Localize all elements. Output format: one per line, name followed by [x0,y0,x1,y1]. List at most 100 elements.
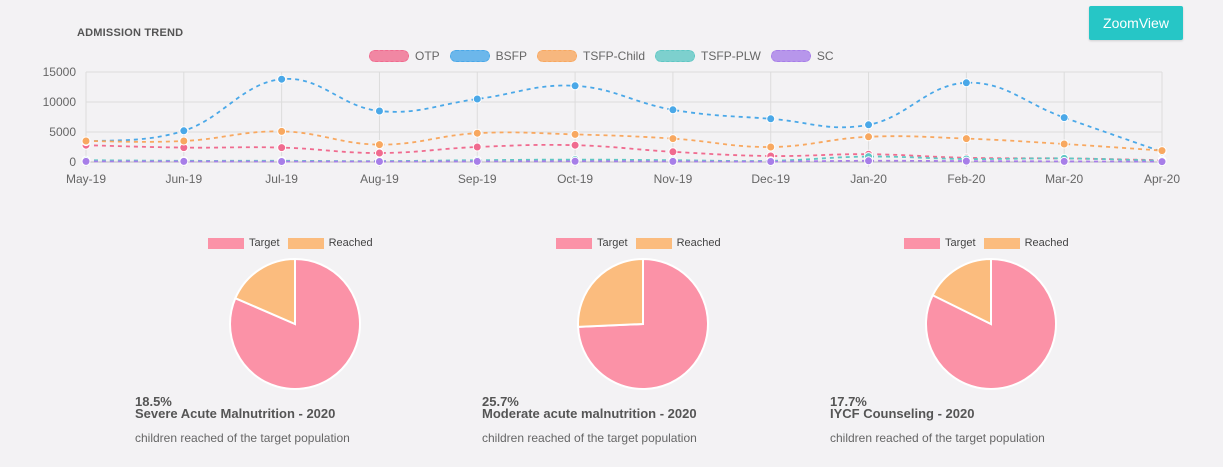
pie-legend-item-reached[interactable]: Reached [635,237,721,249]
legend-swatch [655,50,696,62]
pie-legend-item-target[interactable]: Target [556,237,628,249]
admission-trend-chart: 0 5000 10000 15000 May-19 Jun-19 Jul-19 Aug-19 S… [43,65,1181,186]
pie-title: Severe Acute Malnutrition - 2020 [135,406,336,421]
data-point-otp[interactable] [570,140,580,150]
legend-label: Target [597,237,628,249]
data-point-tsfp-child[interactable] [277,126,287,136]
legend-swatch [208,237,244,249]
pie-chart [577,257,709,390]
legend-label: BSFP [495,49,528,63]
section-title: ADMISSION TREND [77,27,184,39]
pie-subtitle: children reached of the target populatio… [830,431,1045,445]
legend-label: SC [816,49,834,63]
x-tick-label: Jun-19 [165,172,202,186]
pie-slice-reached[interactable] [931,257,992,326]
data-point-tsfp-child[interactable] [81,136,91,146]
data-point-bsfp[interactable] [277,74,287,84]
pie-title: IYCF Counseling - 2020 [830,406,975,421]
legend-swatch [556,237,592,249]
data-point-sc[interactable] [277,157,287,167]
x-tick-label: Dec-19 [751,172,790,186]
legend-label: Reached [1024,237,1069,249]
data-point-sc[interactable] [668,156,678,166]
legend-item-sc[interactable]: SC [770,49,834,63]
data-point-tsfp-child[interactable] [1059,139,1069,149]
data-point-tsfp-child[interactable] [766,142,776,152]
pie-slice-reached[interactable] [577,257,644,328]
data-point-bsfp[interactable] [472,94,482,104]
pie-legend-item-target[interactable]: Target [208,237,280,249]
legend-swatch [369,50,409,62]
legend-label: TSFP-Child [583,49,646,63]
data-point-sc[interactable] [179,156,189,166]
data-point-sc[interactable] [766,157,776,167]
data-point-tsfp-child[interactable] [374,140,384,150]
x-tick-label: Jan-20 [850,172,887,186]
series-line-otp [85,143,1163,162]
pie-chart [925,257,1057,390]
pie-percent: 17.7% [830,394,867,409]
data-point-tsfp-child[interactable] [179,136,189,146]
y-tick-label: 5000 [49,125,76,139]
pie-slice-target[interactable] [229,257,361,390]
pie-percent: 25.7% [482,394,519,409]
data-point-sc[interactable] [1157,157,1167,167]
data-point-sc[interactable] [374,157,384,167]
data-point-sc[interactable] [570,156,580,166]
data-point-sc[interactable] [1059,156,1069,166]
legend-item-bsfp[interactable]: BSFP [449,49,528,63]
pie-legend: Target Reached [208,236,381,250]
data-point-otp[interactable] [668,147,678,157]
pie-legend-item-reached[interactable]: Reached [287,237,373,249]
pie-legend: Target Reached [556,236,729,250]
legend-swatch [537,50,578,62]
pie-slice-reached[interactable] [234,257,296,326]
data-point-sc[interactable] [472,156,482,166]
legend-label: Reached [676,237,721,249]
data-point-tsfp-child[interactable] [1157,146,1167,156]
data-point-bsfp[interactable] [1059,113,1069,123]
legend-swatch [904,237,940,249]
data-point-bsfp[interactable] [766,114,776,124]
data-point-tsfp-child[interactable] [570,129,580,139]
x-tick-label: Oct-19 [557,172,593,186]
x-tick-label: May-19 [66,172,106,186]
data-point-tsfp-child[interactable] [472,128,482,138]
x-tick-label: Aug-19 [360,172,399,186]
data-point-tsfp-child[interactable] [961,134,971,144]
data-point-otp[interactable] [472,142,482,152]
data-point-tsfp-child[interactable] [864,132,874,142]
data-point-sc[interactable] [961,156,971,166]
pie-percent: 18.5% [135,394,172,409]
legend-label: TSFP-PLW [701,49,761,63]
series-line-sc [85,159,1163,163]
pie-slice-target[interactable] [577,257,709,390]
pie-legend-item-reached[interactable]: Reached [983,237,1069,249]
data-point-tsfp-child[interactable] [668,134,678,144]
zoomview-button[interactable]: ZoomView [1089,6,1183,40]
data-point-otp[interactable] [374,148,384,158]
line-chart-legend: OTP BSFP TSFP-Child TSFP-PLW SC [369,47,843,65]
legend-label: OTP [415,49,440,63]
legend-item-tsfp-plw[interactable]: TSFP-PLW [655,49,761,63]
data-point-bsfp[interactable] [668,105,678,115]
data-point-bsfp[interactable] [961,78,971,88]
data-point-bsfp[interactable] [374,106,384,116]
x-tick-label: Nov-19 [654,172,693,186]
data-point-otp[interactable] [277,143,287,153]
x-tick-label: Feb-20 [947,172,985,186]
legend-swatch [770,50,811,62]
data-point-sc[interactable] [81,156,91,166]
data-point-bsfp[interactable] [864,120,874,130]
pie-legend-item-target[interactable]: Target [904,237,976,249]
x-tick-label: Apr-20 [1144,172,1180,186]
data-point-bsfp[interactable] [179,126,189,136]
legend-item-tsfp-child[interactable]: TSFP-Child [537,49,645,63]
pie-chart [229,257,361,390]
data-point-sc[interactable] [864,156,874,166]
legend-label: Target [945,237,976,249]
legend-item-otp[interactable]: OTP [369,49,440,63]
y-tick-label: 0 [69,155,76,169]
legend-label: Reached [328,237,373,249]
data-point-bsfp[interactable] [570,81,580,91]
